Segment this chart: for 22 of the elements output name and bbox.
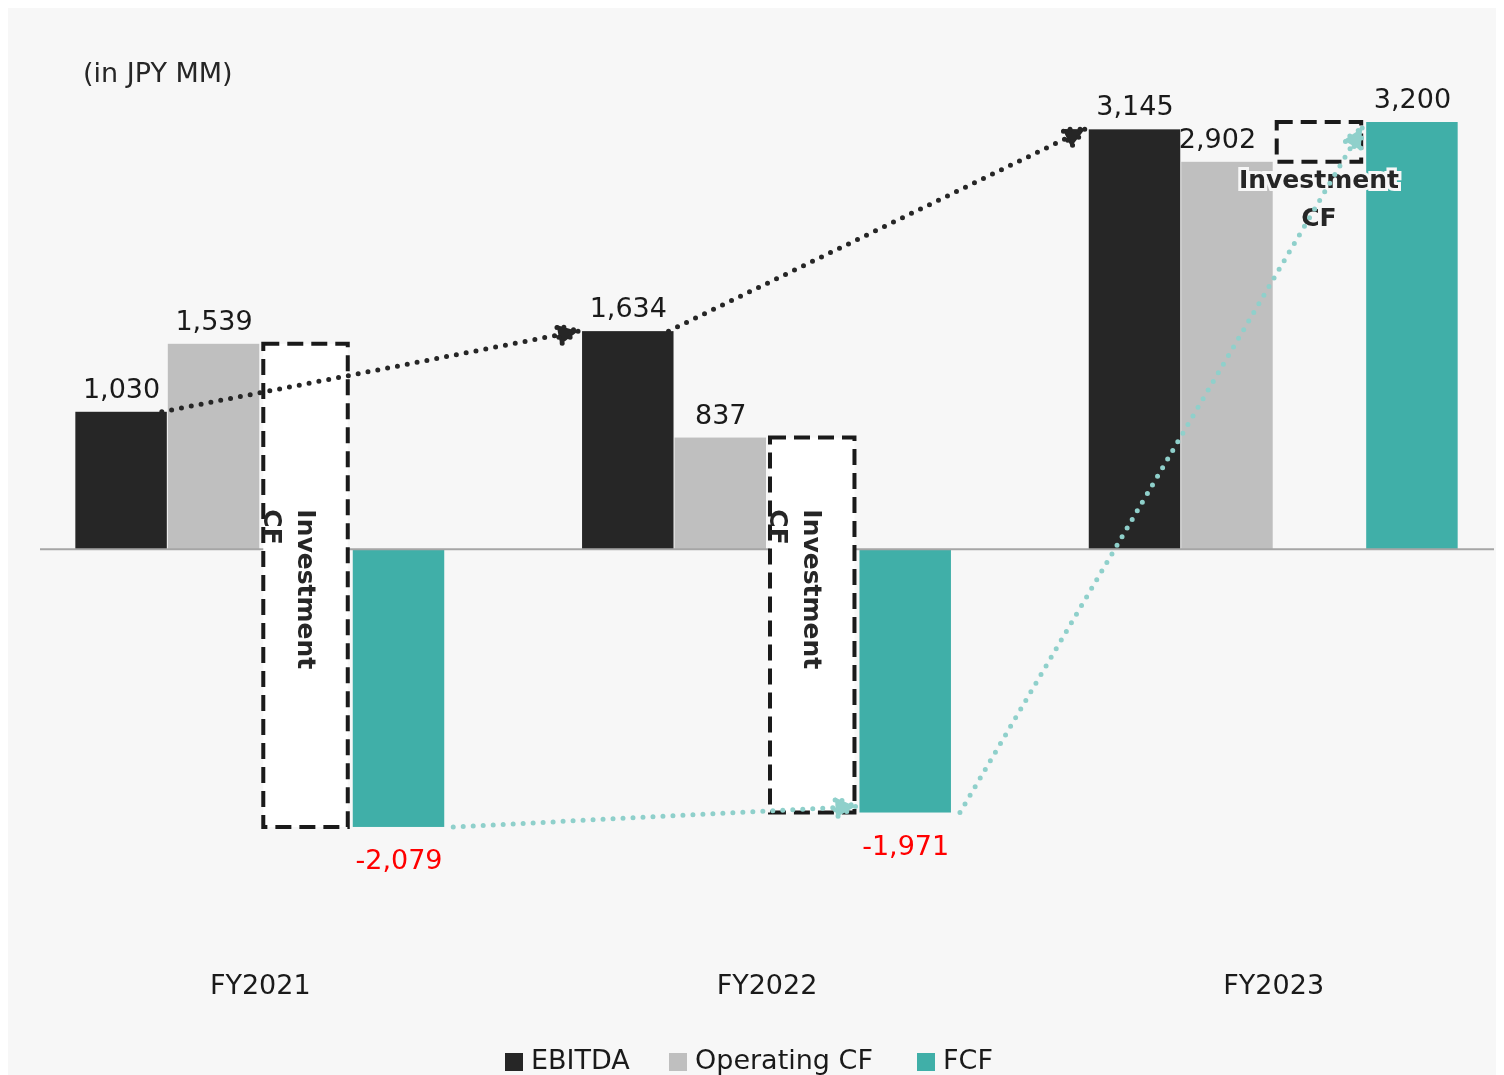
data-label: 2,902 [1178,122,1257,154]
legend-label: Operating CF [695,1044,873,1075]
data-label: 1,539 [175,304,253,336]
data-label: 1,030 [82,372,161,404]
bar [674,437,766,550]
annotation: Investment CF [257,509,321,670]
bar [75,411,167,550]
data-label: 837 [694,398,747,430]
legend-label: FCF [943,1044,993,1075]
data-label: 3,145 [1096,90,1174,122]
x-tick-label: FY2021 [209,969,311,1000]
data-label: -1,971 [862,829,950,861]
data-label: 1,634 [589,292,667,324]
x-tick-label: FY2022 [716,969,818,1000]
data-label: -2,079 [355,843,443,875]
chart-title: (in JPY MM) [83,57,233,88]
data-label: 3,200 [1373,83,1452,115]
bar [1088,129,1181,550]
annotation: Investment CF [764,509,828,670]
bar [582,331,674,550]
legend-label: EBITDA [531,1044,631,1075]
x-tick-label: FY2023 [1223,969,1325,1000]
